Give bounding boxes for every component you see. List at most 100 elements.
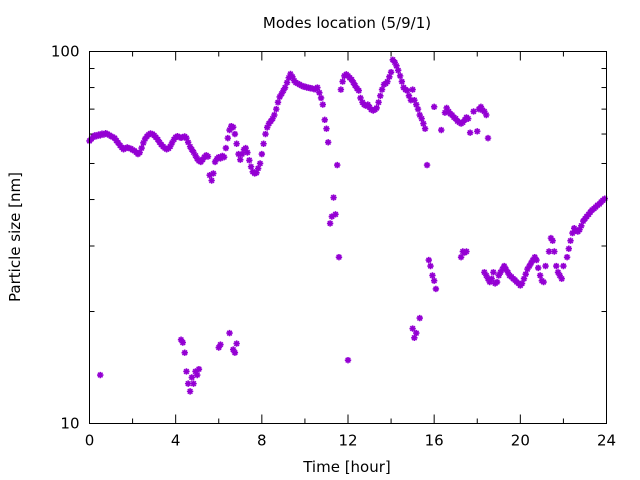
data-point	[206, 172, 213, 179]
data-point	[554, 269, 562, 276]
data-point	[441, 109, 449, 116]
data-point	[321, 116, 328, 124]
data-point	[168, 139, 176, 147]
data-point	[233, 340, 240, 347]
data-point	[551, 248, 558, 255]
data-point	[335, 253, 343, 261]
data-point	[246, 157, 253, 164]
data-point	[235, 150, 242, 158]
data-point	[457, 253, 465, 261]
data-point	[237, 156, 244, 163]
data-point	[500, 262, 508, 270]
data-point	[332, 211, 339, 218]
data-point	[396, 72, 404, 80]
y-axis-label: Particle size [nm]	[6, 172, 24, 302]
data-point	[483, 111, 490, 119]
y-tick-label: 10	[60, 415, 79, 433]
data-point	[518, 280, 526, 287]
data-point	[316, 89, 323, 96]
data-point	[416, 111, 423, 119]
data-point	[224, 134, 231, 142]
data-point	[183, 134, 190, 142]
data-point	[404, 87, 411, 94]
data-point	[186, 143, 194, 150]
data-point	[254, 165, 262, 172]
data-point	[258, 150, 266, 158]
x-tick-label: 4	[171, 432, 181, 450]
data-point	[138, 144, 145, 152]
data-point	[355, 87, 362, 94]
data-point	[247, 163, 255, 170]
data-point	[477, 103, 485, 111]
data-point	[429, 272, 436, 279]
data-point	[601, 195, 608, 202]
data-point	[391, 59, 398, 66]
data-point	[536, 272, 544, 279]
data-point	[269, 115, 276, 122]
data-point	[222, 144, 230, 152]
data-point	[386, 73, 393, 81]
data-point	[253, 169, 260, 176]
x-tick-label: 12	[338, 432, 357, 450]
data-point	[466, 129, 474, 136]
data-point	[204, 153, 212, 160]
data-point	[326, 220, 334, 227]
data-point	[192, 368, 199, 375]
data-point	[529, 256, 537, 264]
data-point	[556, 272, 563, 279]
data-point	[387, 68, 395, 76]
data-point	[208, 177, 215, 184]
data-point	[549, 237, 556, 244]
data-point	[484, 275, 492, 282]
data-point	[287, 70, 294, 78]
data-point	[337, 86, 345, 93]
data-point	[407, 96, 415, 104]
data-point	[481, 108, 488, 115]
data-point	[495, 272, 502, 279]
data-point	[179, 339, 186, 346]
data-point	[238, 150, 246, 158]
data-point	[215, 344, 222, 351]
x-tick-label: 20	[511, 432, 530, 450]
data-point	[278, 90, 285, 97]
data-point	[231, 349, 239, 356]
data-point	[192, 152, 199, 159]
axis-ticks: 0 4 8 12 16 20 24 10 100	[51, 43, 616, 450]
data-point	[430, 277, 438, 284]
data-point	[317, 94, 325, 102]
data-point	[526, 262, 533, 270]
data-point	[384, 78, 391, 85]
data-point	[465, 115, 472, 122]
data-point	[324, 139, 332, 146]
data-point	[226, 126, 233, 134]
data-point	[414, 105, 422, 113]
data-point	[490, 269, 497, 276]
data-point	[344, 356, 352, 364]
data-point	[393, 62, 400, 70]
data-point	[314, 84, 321, 91]
data-point	[409, 86, 416, 93]
data-point	[141, 135, 149, 143]
data-point	[497, 269, 504, 276]
data-point	[264, 124, 271, 131]
data-point	[190, 380, 197, 387]
data-point	[558, 275, 565, 282]
data-point	[560, 262, 567, 270]
data-point	[418, 115, 425, 122]
data-point	[276, 93, 283, 101]
data-point	[569, 229, 576, 237]
data-point	[260, 140, 267, 147]
data-point	[195, 365, 203, 373]
data-point	[438, 126, 445, 134]
data-point	[416, 314, 423, 322]
data-point	[229, 346, 237, 353]
data-point	[328, 213, 336, 220]
data-point	[578, 222, 585, 229]
data-point	[281, 84, 289, 91]
data-point	[273, 105, 280, 113]
data-point	[244, 149, 251, 156]
data-point	[285, 74, 292, 81]
data-point	[274, 99, 282, 106]
data-point	[375, 99, 382, 106]
